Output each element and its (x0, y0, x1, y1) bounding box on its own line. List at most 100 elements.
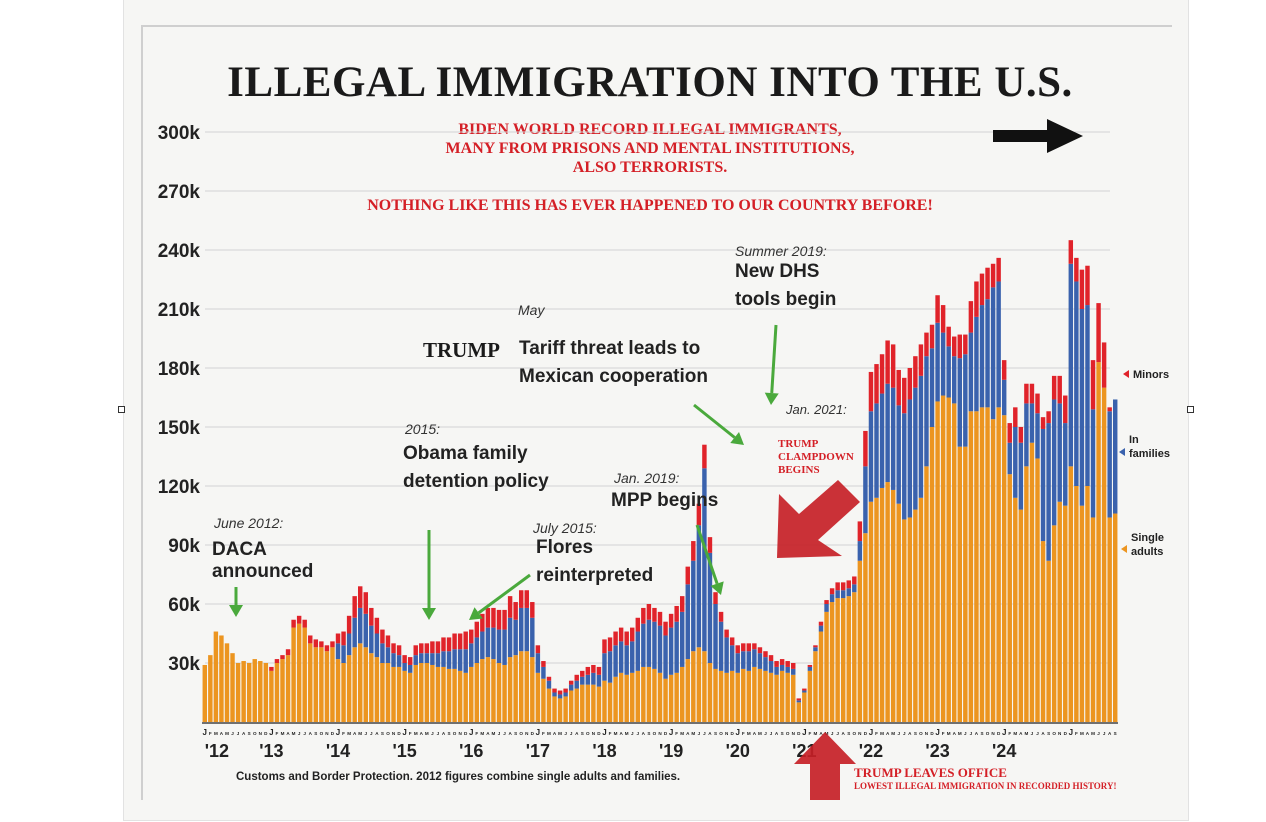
x-month-tick: M (1091, 731, 1095, 736)
x-month-tick: F (742, 731, 745, 736)
bar-in-families (563, 692, 568, 697)
bar-minors (568, 680, 574, 685)
bar-in-families (524, 607, 529, 652)
x-month-tick: S (847, 731, 850, 736)
bar-in-families (1107, 411, 1112, 518)
bar-in-families (657, 625, 663, 673)
x-month-tick: M (614, 731, 618, 736)
bar-single-adults (840, 598, 846, 722)
bar-in-families (463, 649, 468, 673)
bar-in-families (513, 619, 518, 656)
bar-single-adults (868, 501, 874, 722)
bar-in-families (518, 607, 524, 652)
bar-single-adults (1101, 387, 1107, 722)
bar-single-adults (369, 653, 374, 722)
bar-in-families (585, 674, 591, 685)
bar-minors (791, 663, 796, 669)
bar-minors (718, 611, 724, 622)
x-month-tick: F (675, 731, 678, 736)
legend-families-line-1: In (1129, 434, 1139, 446)
bar-single-adults (729, 670, 735, 722)
bar-single-adults (485, 657, 491, 722)
bar-in-families (779, 664, 785, 671)
bar-single-adults (713, 668, 718, 722)
x-month-tick: J (935, 728, 939, 737)
bar-in-families (913, 387, 918, 510)
bar-single-adults (702, 651, 707, 722)
daca-line-1: DACA (212, 539, 267, 560)
bar-minors (1007, 423, 1012, 443)
bar-single-adults (1068, 466, 1074, 722)
bar-single-adults (624, 674, 629, 722)
bar-single-adults (974, 411, 979, 722)
dhs-line-1: New DHS (735, 261, 820, 282)
bar-in-families (918, 375, 924, 498)
bar-minors (324, 645, 330, 652)
dhs-label: New DHS tools begin (735, 258, 836, 314)
x-month-tick: N (525, 731, 529, 736)
bar-single-adults (507, 657, 513, 722)
bar-single-adults (990, 419, 996, 722)
bar-in-families (718, 621, 724, 671)
bar-minors (518, 590, 524, 608)
bar-in-families (646, 619, 652, 667)
x-month-tick: A (575, 731, 579, 736)
bar-single-adults (1029, 442, 1035, 722)
bar-in-families (996, 281, 1001, 408)
bar-single-adults (324, 651, 330, 722)
x-month-tick: J (964, 731, 967, 736)
tariff-arrow (693, 403, 744, 445)
bar-minors (269, 666, 274, 671)
bar-in-families (879, 393, 885, 488)
x-year-label: '19 (659, 741, 683, 761)
bar-in-families (802, 690, 807, 693)
bar-single-adults (246, 663, 252, 722)
resize-handle-right[interactable] (1187, 406, 1194, 413)
bar-minors (1068, 240, 1074, 264)
x-month-tick: M (880, 731, 884, 736)
bar-in-families (835, 590, 840, 599)
x-month-tick: A (686, 731, 690, 736)
x-month-tick: J (970, 731, 973, 736)
resize-handle-left[interactable] (118, 406, 125, 413)
top-border (142, 25, 1172, 27)
bar-single-adults (435, 666, 441, 722)
x-month-tick: A (486, 731, 490, 736)
bar-minors (602, 639, 607, 654)
bar-single-adults (1018, 509, 1024, 722)
biden-note-line-1: BIDEN WORLD RECORD ILLEGAL IMMIGRANTS, (458, 121, 842, 138)
x-month-tick: A (242, 731, 246, 736)
bar-single-adults (391, 666, 396, 722)
x-month-tick: J (897, 731, 900, 736)
bar-in-families (407, 664, 413, 673)
bar-minors (657, 611, 663, 626)
bar-minors (1074, 257, 1079, 282)
bar-single-adults (308, 643, 313, 722)
bar-in-families (446, 651, 452, 669)
bar-in-families (363, 613, 368, 648)
bar-minors (935, 295, 940, 323)
bar-in-families (530, 617, 535, 658)
bar-in-families (1029, 403, 1035, 443)
bar-single-adults (374, 657, 380, 722)
bar-minors (879, 354, 885, 394)
bar-in-families (641, 623, 646, 667)
x-month-tick: J (203, 728, 207, 737)
x-month-tick: A (420, 731, 424, 736)
bar-single-adults (807, 670, 813, 722)
bar-single-adults (907, 517, 913, 722)
bar-single-adults (691, 651, 696, 722)
bar-minors (785, 661, 790, 667)
bar-single-adults (646, 666, 652, 722)
bar-in-families (474, 637, 480, 663)
x-month-tick: J (637, 731, 640, 736)
bar-single-adults (791, 674, 796, 722)
bar-in-families (679, 611, 685, 667)
y-tick-label: 270k (158, 182, 201, 203)
bar-minors (646, 604, 652, 620)
bar-in-families (1085, 305, 1090, 486)
bar-in-families (824, 604, 829, 612)
bar-in-families (452, 649, 457, 669)
bar-minors (996, 257, 1001, 282)
mpp-arrow (695, 524, 724, 595)
